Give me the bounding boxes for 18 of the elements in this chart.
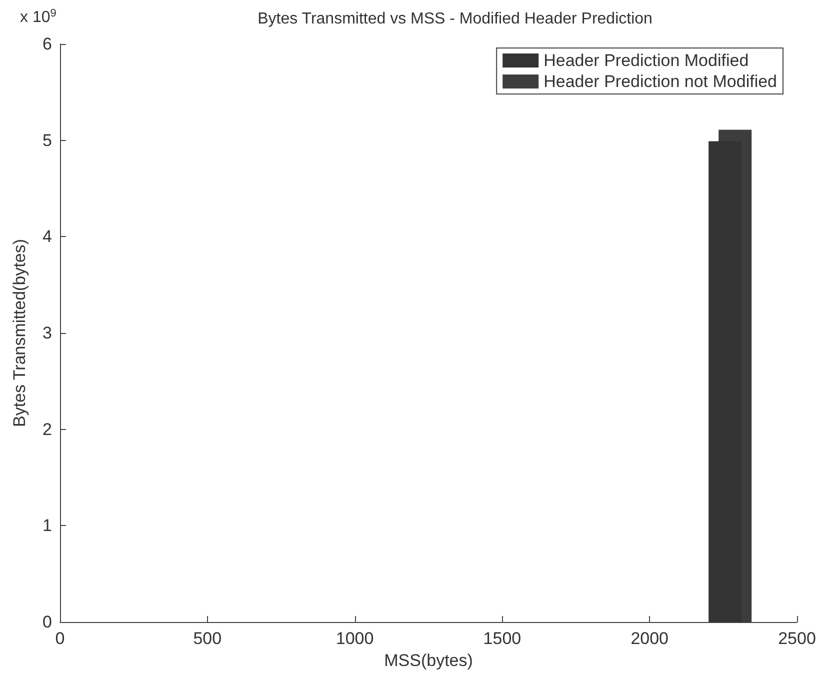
y-tick-label: 6 — [42, 34, 52, 54]
y-tick-label: 0 — [42, 612, 52, 632]
legend-label: Header Prediction not Modified — [544, 72, 778, 91]
x-tick-label: 0 — [55, 629, 65, 648]
chart-title: Bytes Transmitted vs MSS - Modified Header Prediction — [258, 10, 652, 28]
legend-label: Header Prediction Modified — [544, 51, 749, 70]
y-tick-label: 1 — [42, 516, 52, 536]
y-tick-label: 4 — [42, 227, 52, 246]
x-axis-title: MSS(bytes) — [384, 650, 473, 670]
x-tick-label: 500 — [193, 629, 222, 648]
x-tick-label: 2500 — [778, 629, 816, 648]
x-tick-label: 2000 — [630, 629, 669, 648]
y-tick-label: 5 — [42, 130, 52, 150]
x-tick-label: 1000 — [336, 629, 374, 648]
y-tick-label: 2 — [42, 420, 52, 439]
y-tick-label: 3 — [42, 324, 52, 342]
x-tick-label: 1500 — [483, 629, 522, 648]
y-axis-title: Bytes Transmitted(bytes) — [10, 238, 29, 428]
